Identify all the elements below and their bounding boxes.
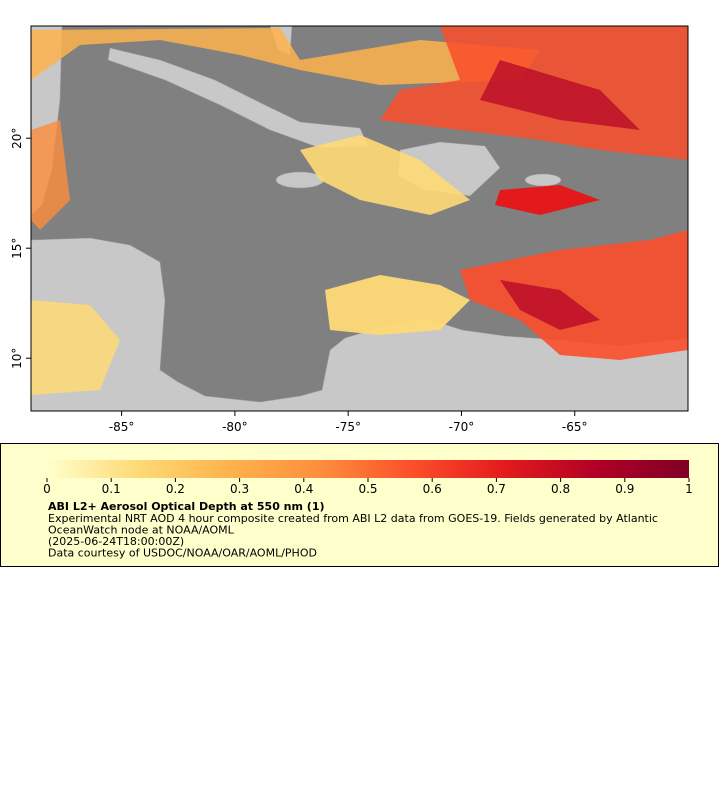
aerosol-field [31,26,688,395]
colorbar-tick-label: 0.5 [358,482,377,496]
colorbar-tick-label: 1 [685,482,693,496]
y-tick-label: 15° [10,238,24,259]
colorbar-tick-label: 0.9 [615,482,634,496]
x-tick-label: -80° [222,420,248,434]
colorbar-tick-label: 0.7 [487,482,506,496]
x-tick-label: -75° [335,420,361,434]
x-tick-label: -85° [109,420,135,434]
colorbar-tick-label: 0.4 [294,482,313,496]
legend-description: Experimental NRT AOD 4 hour composite cr… [48,512,658,525]
colorbar [47,460,689,478]
colorbar-tick-label: 0.8 [551,482,570,496]
map-area [31,26,688,411]
colorbar-tick-label: 0 [43,482,51,496]
legend-description: Data courtesy of USDOC/NOAA/OAR/AOML/PHO… [48,547,317,560]
colorbar-tick-label: 0.6 [423,482,442,496]
legend-description: (2025-06-24T18:00:00Z) [48,535,184,548]
colorbar-tick-label: 0.3 [230,482,249,496]
y-tick-label: 20° [10,128,24,149]
map-frame [30,25,689,412]
x-tick-label: -65° [562,420,588,434]
legend-title: ABI L2+ Aerosol Optical Depth at 550 nm … [48,500,325,513]
y-tick-label: 10° [10,348,24,369]
colorbar-tick-label: 0.2 [166,482,185,496]
colorbar-tick-label: 0.1 [102,482,121,496]
legend-description: OceanWatch node at NOAA/AOML [48,524,235,537]
x-tick-label: -70° [449,420,475,434]
